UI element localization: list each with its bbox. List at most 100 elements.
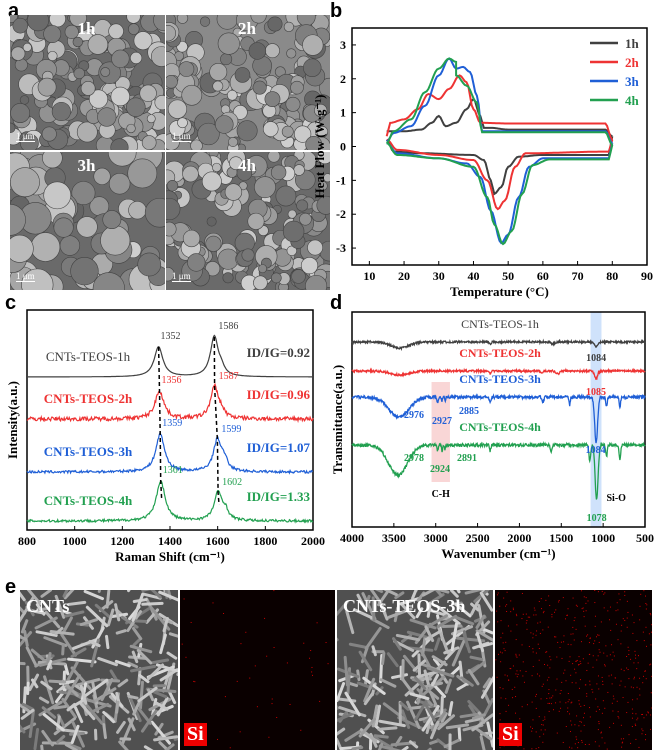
si-dot <box>644 670 646 672</box>
si-dot <box>597 675 599 677</box>
x-tick-label: 10 <box>363 269 375 283</box>
particle <box>130 51 143 64</box>
si-dot <box>508 679 510 681</box>
si-dot <box>521 644 523 646</box>
nanotube <box>127 694 139 700</box>
si-dot <box>604 592 606 594</box>
nanotube <box>132 700 141 716</box>
nanotube <box>43 675 55 705</box>
si-dot <box>495 659 497 661</box>
nanotube <box>168 632 178 638</box>
si-dot <box>532 666 534 668</box>
particle <box>128 201 147 220</box>
si-dot <box>507 625 509 627</box>
si-dot <box>271 698 273 700</box>
si-dot <box>566 614 568 616</box>
particle <box>236 120 258 142</box>
si-dot <box>581 741 583 743</box>
nanotube <box>363 669 369 686</box>
si-dot <box>645 626 647 628</box>
si-dot <box>633 676 635 678</box>
si-dot <box>497 592 499 594</box>
si-dot <box>620 724 622 726</box>
si-dot <box>589 716 591 718</box>
si-dot <box>578 664 580 666</box>
nanotube <box>132 637 143 647</box>
nanotube <box>94 603 112 619</box>
si-dot <box>627 646 629 648</box>
si-dot <box>572 626 574 628</box>
panel-label-e: e <box>5 576 17 598</box>
particle <box>224 183 243 201</box>
y-tick-label: -1 <box>336 173 346 187</box>
x-tick-label: 1200 <box>110 534 134 548</box>
si-dot <box>515 712 517 714</box>
nanotube <box>159 633 167 655</box>
si-dot <box>626 626 628 628</box>
nanotube <box>127 717 136 732</box>
si-dot <box>619 599 621 601</box>
particle <box>27 15 50 32</box>
si-dot <box>616 700 618 702</box>
particle <box>177 117 188 129</box>
si-dot <box>548 710 550 712</box>
si-dot <box>496 610 498 612</box>
si-dot <box>264 617 266 619</box>
si-dot <box>597 655 599 657</box>
nanotube <box>362 676 386 695</box>
nanotube <box>363 677 376 703</box>
particle <box>166 267 175 282</box>
nanotube <box>136 649 153 665</box>
si-eds-map: Si <box>180 590 335 750</box>
particle <box>144 197 165 228</box>
x-tick-label: 20 <box>398 269 410 283</box>
si-dot <box>620 680 622 682</box>
si-dot <box>212 602 214 604</box>
si-dot <box>572 633 574 635</box>
nanotube <box>143 745 154 750</box>
si-dot <box>548 693 550 695</box>
y-tick-label: -3 <box>336 241 346 255</box>
si-dot <box>575 628 577 630</box>
nanotube <box>54 626 64 636</box>
si-dot <box>588 743 590 745</box>
nanotube <box>431 673 440 687</box>
particle <box>154 95 165 111</box>
nanotube <box>377 742 384 750</box>
particle <box>141 135 157 150</box>
legend-label: 4h <box>625 93 640 108</box>
peak-label: 1078 <box>587 513 607 524</box>
si-dot <box>650 614 652 616</box>
raman-chart: 800 1000 1200 1400 1600 1800 2000 Raman Shift (… <box>5 309 325 564</box>
si-dot <box>303 642 305 644</box>
si-dot <box>532 648 534 650</box>
si-dot <box>617 609 619 611</box>
si-dot <box>647 712 649 714</box>
si-dot <box>645 739 647 741</box>
nanotube <box>158 590 178 602</box>
particle <box>270 272 282 284</box>
si-dot <box>639 677 641 679</box>
si-dot <box>583 704 585 706</box>
si-dot <box>563 635 565 637</box>
si-dot <box>636 640 638 642</box>
nanotube <box>38 657 67 667</box>
particle <box>228 137 238 148</box>
particle <box>110 86 130 107</box>
si-dot <box>624 686 626 688</box>
nanotube <box>337 600 349 617</box>
si-dot <box>552 695 554 697</box>
si-dot <box>585 610 587 612</box>
particle <box>253 275 268 290</box>
si-dot <box>601 712 603 714</box>
si-dot <box>576 659 578 661</box>
nanotube <box>114 603 121 622</box>
scale-bar: 1 μm <box>172 271 191 282</box>
si-dot <box>538 747 540 749</box>
si-dot <box>541 608 543 610</box>
si-dot <box>585 602 587 604</box>
si-dot <box>598 745 600 747</box>
si-dot <box>556 678 558 680</box>
si-dot <box>522 661 524 663</box>
dsc-heating-curve-2h <box>385 74 614 141</box>
